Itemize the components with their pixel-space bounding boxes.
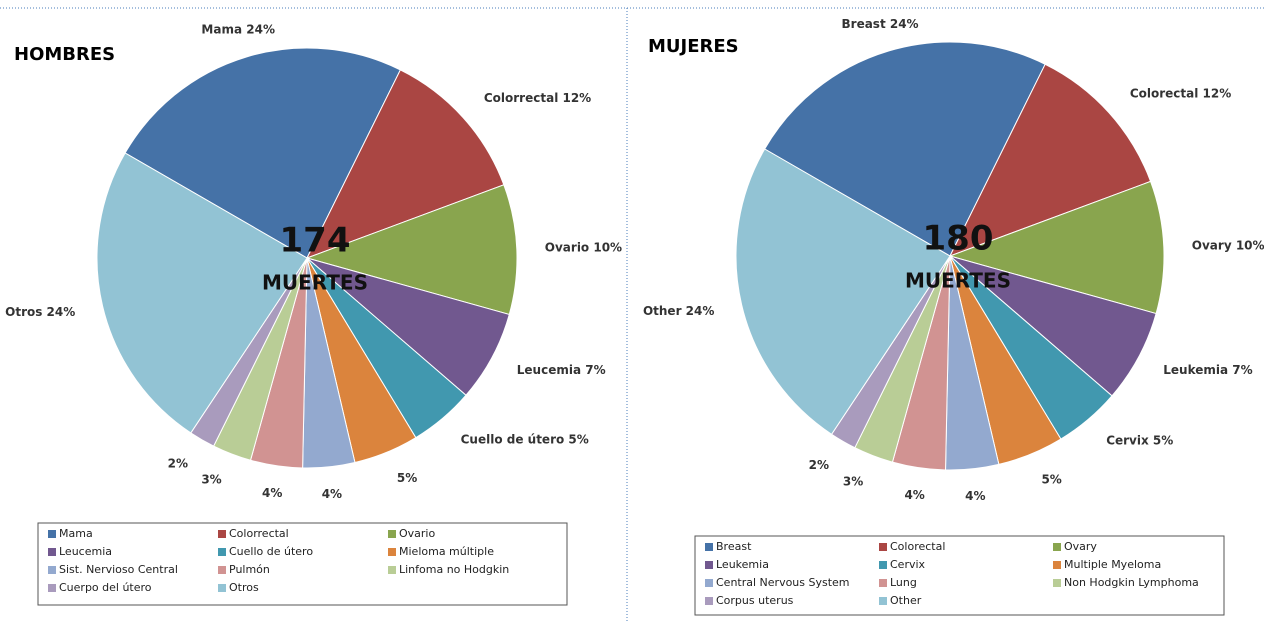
legend-label: Leukemia — [716, 558, 769, 571]
legend-swatch — [1053, 579, 1061, 587]
legend-swatch — [879, 543, 887, 551]
pie-slice — [763, 41, 1046, 257]
legend-swatch — [218, 548, 226, 556]
legend-label: Leucemia — [59, 545, 112, 558]
data-label: Breast 24% — [842, 17, 919, 31]
legend-label: Cuerpo del útero — [59, 581, 152, 594]
data-label: 2% — [809, 458, 829, 472]
data-label: Leucemia 7% — [517, 363, 606, 377]
legend-swatch — [218, 566, 226, 574]
data-label: 4% — [262, 486, 282, 500]
data-label: Cervix 5% — [1106, 433, 1173, 447]
legend-swatch — [879, 579, 887, 587]
pie-slice — [948, 180, 1165, 315]
legend-label: Ovary — [1064, 540, 1097, 553]
center-total-label: MUERTES — [905, 269, 1011, 293]
legend-swatch — [705, 597, 713, 605]
legend-label: Central Nervous System — [716, 576, 850, 589]
data-label: 2% — [168, 457, 188, 471]
legend-label: Otros — [229, 581, 259, 594]
pie-slice — [305, 69, 505, 259]
legend-swatch — [388, 548, 396, 556]
legend-label: Mieloma múltiple — [399, 545, 494, 558]
center-total: 180 — [923, 219, 994, 259]
legend-label: Cuello de útero — [229, 545, 313, 558]
legend-swatch — [879, 561, 887, 569]
data-label: 3% — [843, 474, 863, 488]
data-label: Leukemia 7% — [1163, 363, 1252, 377]
legend-swatch — [218, 584, 226, 592]
center-total: 174 — [280, 221, 351, 261]
legend-label: Multiple Myeloma — [1064, 558, 1161, 571]
legend-label: Ovario — [399, 527, 435, 540]
data-label: 5% — [397, 471, 417, 485]
legend-label: Other — [890, 594, 922, 607]
legend-swatch — [705, 543, 713, 551]
legend-swatch — [1053, 561, 1061, 569]
legend-label: Colorrectal — [229, 527, 289, 540]
legend-swatch — [705, 579, 713, 587]
legend-swatch — [1053, 543, 1061, 551]
data-label: 4% — [322, 487, 342, 501]
pie-slice — [96, 152, 308, 434]
legend-label: Linfoma no Hodgkin — [399, 563, 509, 576]
legend-label: Pulmón — [229, 563, 270, 576]
data-label: Cuello de útero 5% — [461, 432, 589, 446]
legend-label: Colorectal — [890, 540, 945, 553]
center-total-label: MUERTES — [262, 271, 368, 295]
data-label: 5% — [1041, 473, 1061, 487]
pie-slice — [735, 148, 951, 435]
data-label: 3% — [201, 473, 221, 487]
legend-swatch — [48, 566, 56, 574]
data-label: Other 24% — [643, 304, 714, 318]
legend-swatch — [48, 548, 56, 556]
legend-swatch — [218, 530, 226, 538]
legend-label: Mama — [59, 527, 93, 540]
legend-box — [37, 522, 568, 606]
legend-swatch — [388, 530, 396, 538]
legend-box — [694, 535, 1225, 616]
data-label: Colorectal 12% — [1130, 87, 1231, 101]
legend-swatch — [48, 530, 56, 538]
pie-slice — [948, 63, 1152, 257]
legend-swatch — [705, 561, 713, 569]
legend-label: Sist. Nervioso Central — [59, 563, 178, 576]
data-label: Otros 24% — [5, 305, 75, 319]
data-label: Colorrectal 12% — [484, 91, 591, 105]
chart-title: HOMBRES — [14, 44, 115, 65]
legend-swatch — [879, 597, 887, 605]
legend-swatch — [388, 566, 396, 574]
data-label: 4% — [965, 489, 985, 503]
legend-label: Cervix — [890, 558, 926, 571]
pie-slice — [124, 47, 402, 259]
pie-slice — [305, 184, 518, 316]
legend-label: Non Hodgkin Lymphoma — [1064, 576, 1199, 589]
legend-label: Lung — [890, 576, 917, 589]
legend-label: Breast — [716, 540, 752, 553]
legend-swatch — [48, 584, 56, 592]
data-label: 4% — [904, 488, 924, 502]
legend-label: Corpus uterus — [716, 594, 794, 607]
data-label: Mama 24% — [201, 23, 275, 37]
data-label: Ovary 10% — [1192, 238, 1264, 252]
chart-title: MUJERES — [648, 36, 739, 57]
data-label: Ovario 10% — [545, 241, 622, 255]
